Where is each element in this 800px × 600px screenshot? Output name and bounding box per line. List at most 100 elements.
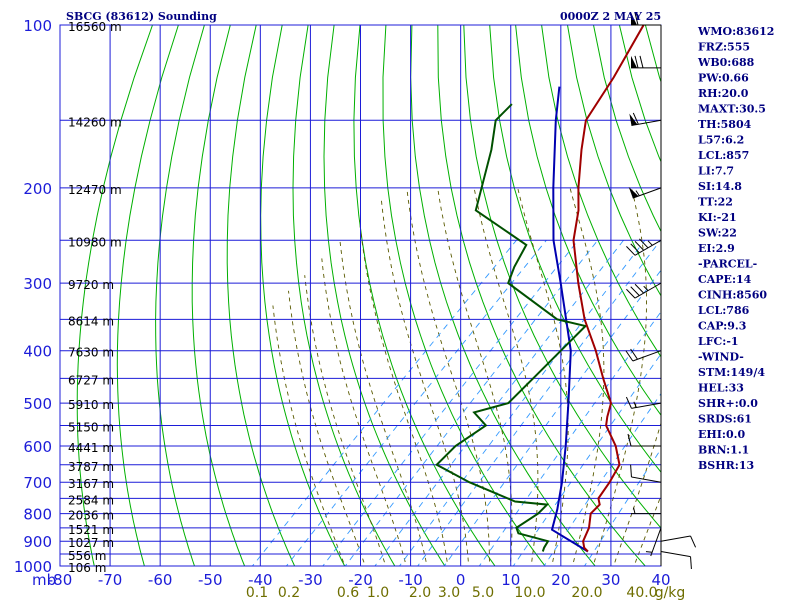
dry-adiabat xyxy=(76,25,153,566)
wind-barb-flag xyxy=(625,350,634,362)
wind-barb xyxy=(630,464,662,483)
index-line: LI:7.7 xyxy=(698,165,734,178)
moist-adiabat xyxy=(321,258,407,566)
wind-barb-flag xyxy=(626,288,636,299)
wind-barb xyxy=(626,238,662,256)
temperature-tick-label: -30 xyxy=(298,571,323,589)
moist-adiabat xyxy=(359,220,449,566)
mixing-ratio-label: 2.0 xyxy=(409,585,431,600)
index-line: TT:22 xyxy=(698,196,733,209)
height-label: 556 m xyxy=(68,549,106,563)
dewpoint-trace xyxy=(435,103,588,552)
wind-barb-half-flag xyxy=(633,507,636,514)
mixing-ratio-line xyxy=(374,240,624,566)
wind-barb xyxy=(660,550,692,570)
index-line: EI:2.9 xyxy=(698,242,735,255)
mixing-ratio-label: 0.1 xyxy=(246,585,268,600)
wind-barb xyxy=(631,55,661,69)
wind-barb xyxy=(631,12,661,26)
temperature-tick-label: -40 xyxy=(248,571,273,589)
pressure-tick-label: 100 xyxy=(23,17,52,35)
height-label: 9720 m xyxy=(68,278,114,292)
mixing-ratio-unit: g/kg xyxy=(655,585,686,600)
dry-adiabat xyxy=(155,25,205,566)
height-label: 2584 m xyxy=(68,493,114,507)
index-line: SI:14.8 xyxy=(698,180,742,193)
pressure-tick-label: 600 xyxy=(23,438,52,456)
wind-barb-half-flag xyxy=(645,551,653,553)
wind-barb-flag xyxy=(634,283,645,294)
dry-adiabat xyxy=(226,25,296,566)
sounding-time: 0000Z 2 MAY 25 xyxy=(560,10,661,23)
dry-adiabat xyxy=(775,25,800,578)
moist-adiabat xyxy=(288,290,366,566)
wind-barb-flag xyxy=(690,556,692,570)
dry-adiabat xyxy=(382,25,546,566)
index-line: PW:0.66 xyxy=(698,72,749,85)
index-line: EHI:0.0 xyxy=(698,428,745,441)
dry-adiabat xyxy=(541,25,661,358)
sounding-profiles xyxy=(435,25,645,553)
dry-adiabat xyxy=(515,25,661,416)
wind-barb-half-flag xyxy=(643,285,649,291)
wind-barb xyxy=(631,507,661,515)
wind-barb-pennant xyxy=(631,55,637,68)
wind-barb-half-flag xyxy=(635,190,640,197)
temperature-tick-label: -80 xyxy=(48,571,73,589)
wind-barb-flag xyxy=(632,112,639,125)
wind-barb-pennant xyxy=(628,186,639,199)
wind-barb-staff xyxy=(631,476,662,483)
wind-barb-half-flag xyxy=(633,401,637,408)
index-line: WB0:688 xyxy=(697,56,755,69)
temperature-tick-label: 0 xyxy=(456,571,466,589)
pressure-tick-label: 500 xyxy=(23,395,52,413)
index-line: TH:5804 xyxy=(698,118,752,131)
dry-adiabat xyxy=(463,25,661,529)
index-line: RH:20.0 xyxy=(698,87,749,100)
adiabat-lines xyxy=(76,25,800,578)
height-label: 12470 m xyxy=(68,183,122,197)
height-label: 16560 m xyxy=(68,20,122,34)
wind-barb-flag xyxy=(639,238,649,249)
dry-adiabat xyxy=(437,25,646,566)
height-label: 106 m xyxy=(68,561,106,575)
wind-barb-flag xyxy=(634,55,639,68)
index-line: CINH:8560 xyxy=(698,289,767,302)
moist-adiabat xyxy=(592,187,647,566)
station-title: SBCG (83612) Sounding xyxy=(66,10,217,23)
wind-barb xyxy=(660,535,697,548)
wind-barb-staff xyxy=(660,535,691,542)
index-line: LCL:857 xyxy=(698,149,749,162)
index-line: KI:-21 xyxy=(698,211,737,224)
indices-panel: WMO:83612 FRZ:555 WB0:688 PW:0.66 RH:20.0 MAX… xyxy=(697,25,774,472)
moist-adiabat xyxy=(473,187,539,566)
temperature-tick-label: 30 xyxy=(601,571,620,589)
index-line: FRZ:555 xyxy=(698,41,750,54)
pressure-tick-label: 400 xyxy=(23,343,52,361)
dry-adiabat xyxy=(489,25,661,473)
wind-barb-half-flag xyxy=(647,240,653,246)
height-label: 8614 m xyxy=(68,314,114,328)
dry-adiabat xyxy=(116,25,179,566)
index-line: BRN:1.1 xyxy=(698,444,749,457)
wind-barb-flag xyxy=(630,286,640,296)
wind-barb-staff xyxy=(632,187,662,199)
height-label: 2036 m xyxy=(68,509,114,523)
wind-barb-flag xyxy=(690,535,697,548)
height-label: 14260 m xyxy=(68,115,122,129)
height-label: 1521 m xyxy=(68,523,114,537)
index-line: SHR+:0.0 xyxy=(698,397,758,410)
moist-adiabat xyxy=(517,187,569,566)
height-label: 4441 m xyxy=(68,441,114,455)
wind-barb-flag xyxy=(630,348,638,360)
wind-barb-staff xyxy=(650,527,662,557)
temperature-tick-label: 40 xyxy=(651,571,670,589)
mixing-ratio-label: 20.0 xyxy=(571,585,602,600)
moist-adiabat xyxy=(613,421,661,566)
moist-adiabat xyxy=(272,305,346,566)
index-line: HEL:33 xyxy=(698,382,744,395)
mixing-ratio-line xyxy=(285,240,547,566)
temperature-tick-label: 10 xyxy=(501,571,520,589)
wind-barb xyxy=(625,348,662,362)
